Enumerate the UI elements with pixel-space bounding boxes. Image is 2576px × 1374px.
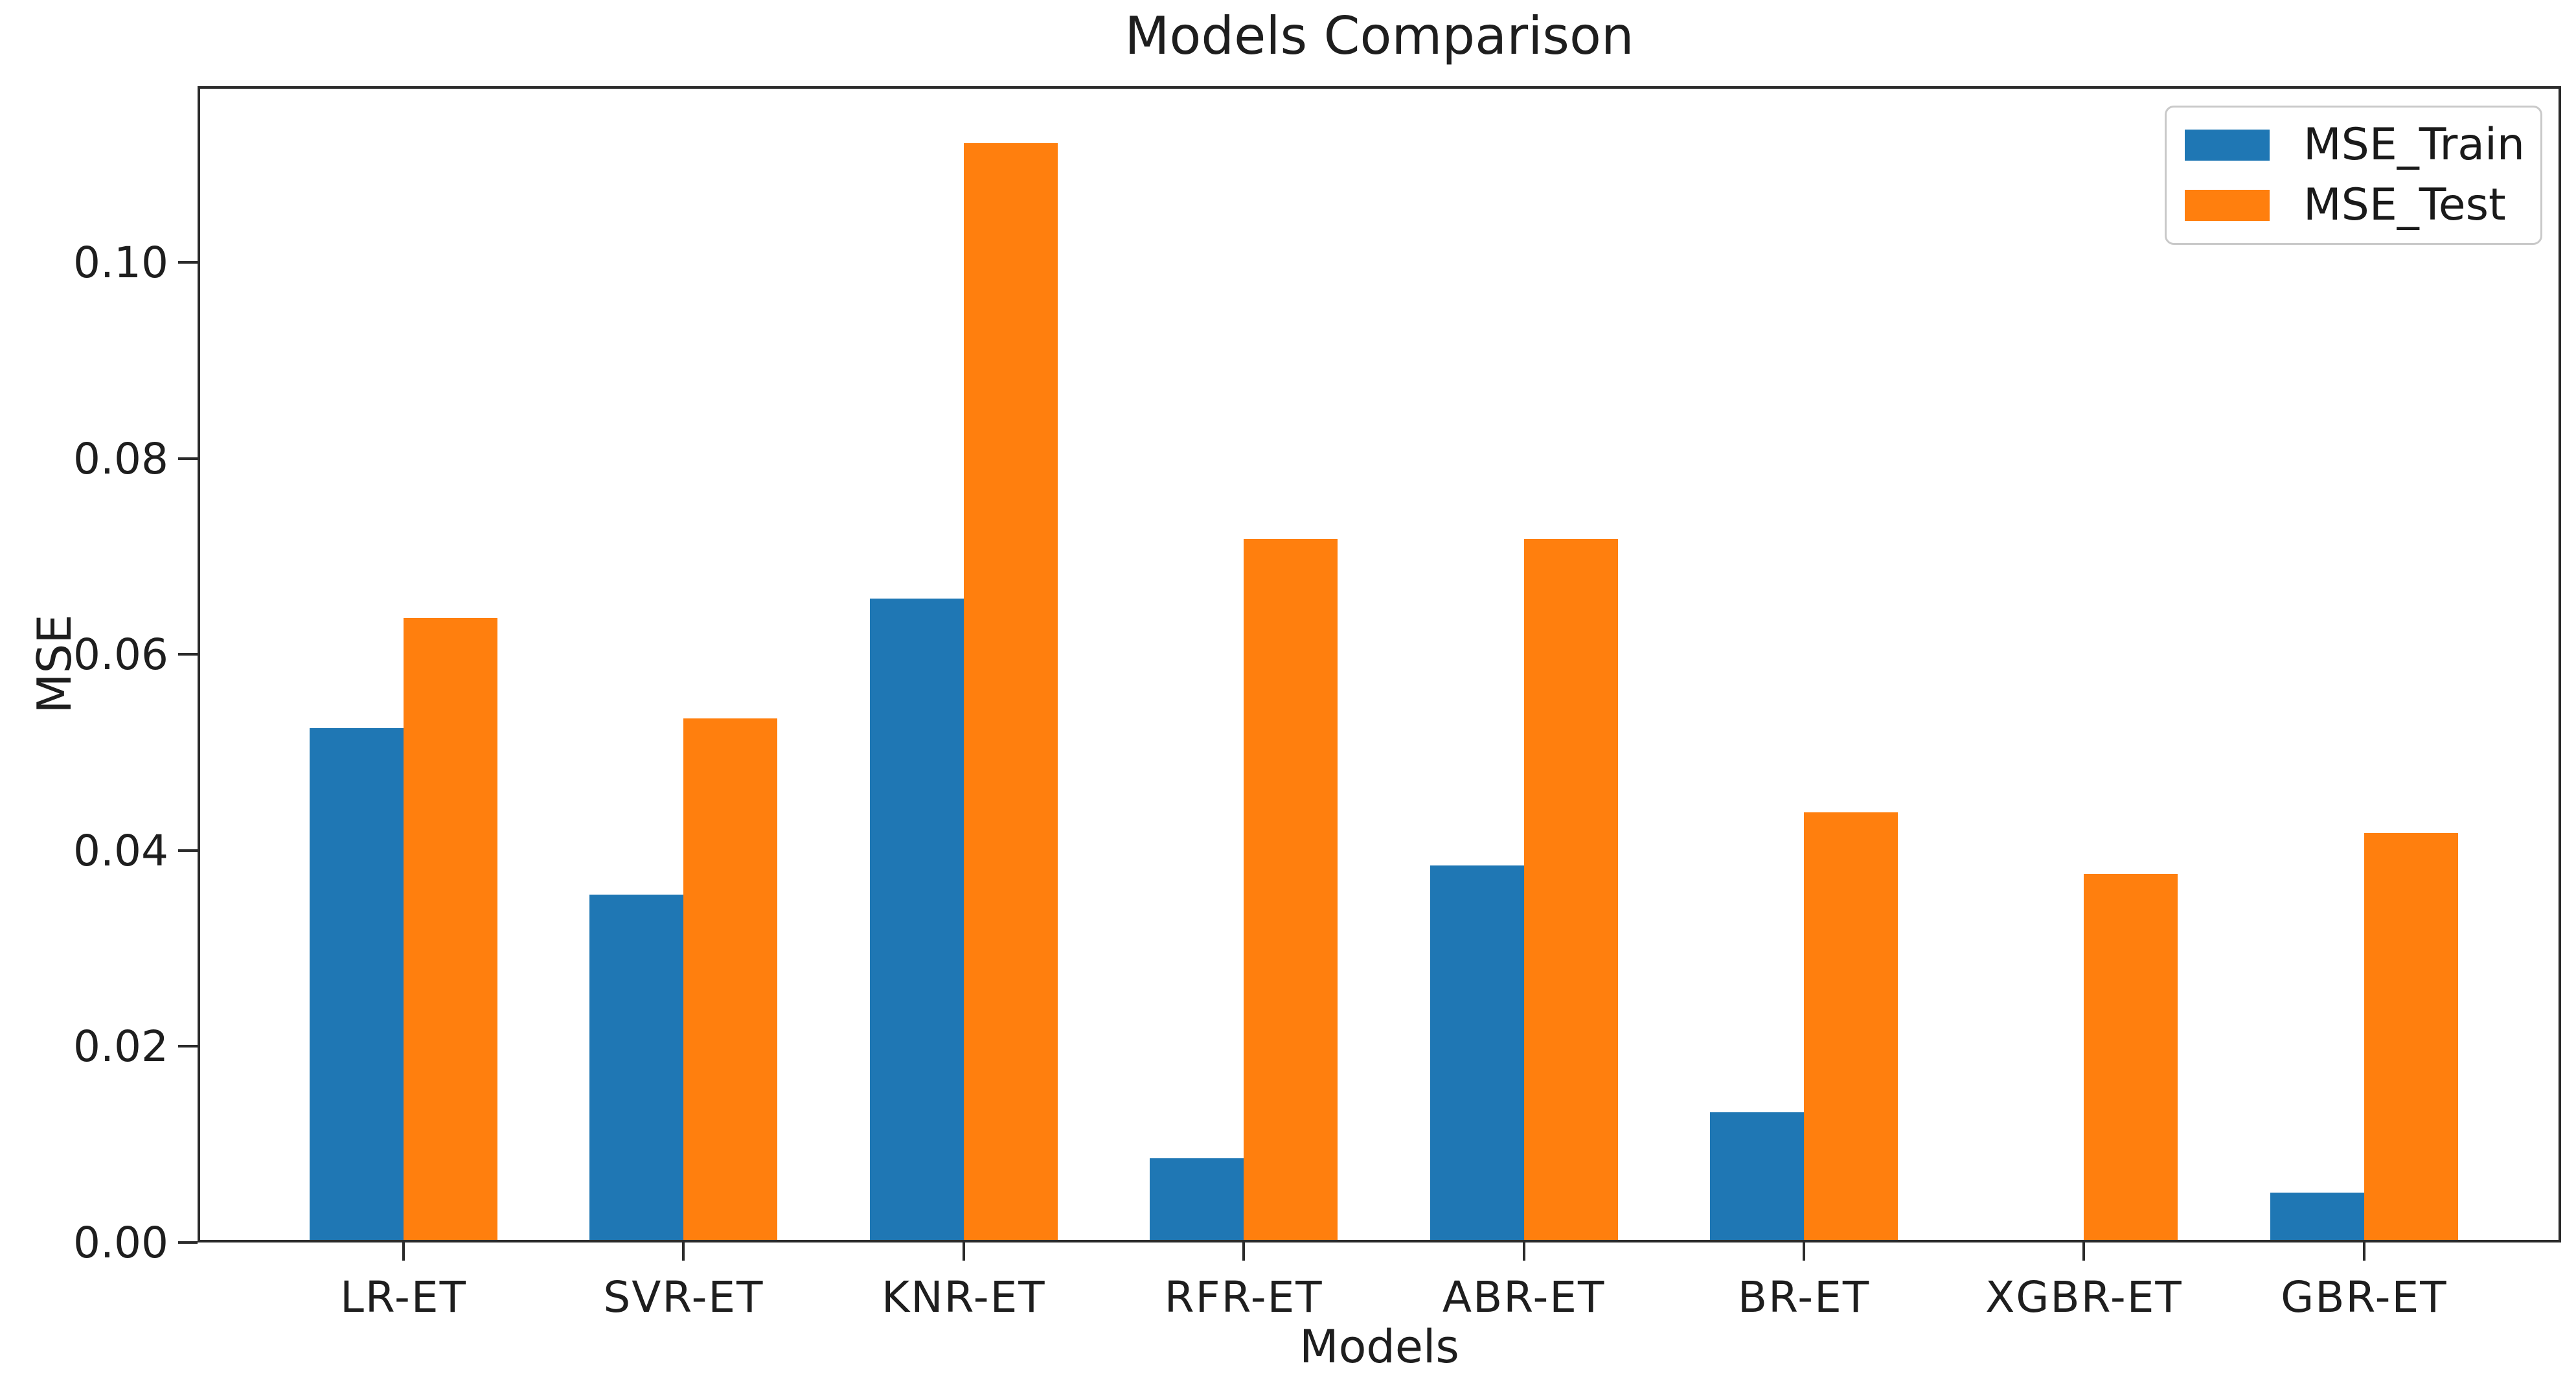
bar-mse_train-lr-et [310,728,404,1242]
bar-mse_test-knr-et [963,143,1058,1242]
bar-mse_train-gbr-et [2270,1193,2364,1242]
x-axis-label: Models [1299,1320,1459,1373]
x-tick-mark [402,1242,405,1261]
bar-mse_train-abr-et [1430,865,1524,1242]
legend-swatch-mse_train [2185,130,2270,161]
bar-mse_test-lr-et [404,618,497,1242]
bar-mse_train-svr-et [589,895,684,1242]
bar-mse_train-knr-et [869,599,964,1242]
legend-label: MSE_Test [2303,179,2506,231]
y-tick-mark [178,1045,198,1048]
y-tick-mark [178,849,198,852]
y-tick-mark [178,1241,198,1244]
x-tick-mark [2362,1242,2365,1261]
legend-label: MSE_Train [2303,119,2525,171]
x-tick-mark [682,1242,685,1261]
x-tick-label: ABR-ET [1442,1272,1606,1322]
legend: MSE_Train MSE_Test [2165,106,2542,245]
x-tick-label: KNR-ET [881,1272,1046,1322]
chart-title: Models Comparison [1124,6,1634,66]
bar-mse_test-rfr-et [1244,539,1338,1242]
y-tick-label: 0.06 [73,630,168,680]
y-tick-label: 0.04 [73,825,168,876]
y-tick-mark [178,261,198,264]
x-tick-label: BR-ET [1737,1272,1871,1322]
legend-item-mse_train: MSE_Train [2167,123,2540,167]
x-tick-mark [1803,1242,1805,1261]
x-tick-mark [1522,1242,1525,1261]
x-tick-label: XGBR-ET [1985,1272,2183,1322]
x-tick-mark [2082,1242,2086,1261]
x-tick-label: SVR-ET [603,1272,764,1322]
y-tick-mark [178,653,198,656]
bar-mse_test-abr-et [1523,539,1618,1242]
bar-mse_train-rfr-et [1150,1158,1244,1242]
x-tick-label: RFR-ET [1164,1272,1323,1322]
legend-item-mse_test: MSE_Test [2167,183,2540,227]
x-tick-label: GBR-ET [2281,1272,2448,1322]
bar-mse_test-gbr-et [2364,833,2458,1242]
y-tick-label: 0.02 [73,1022,168,1072]
x-tick-mark [962,1242,965,1261]
x-tick-label: LR-ET [340,1272,467,1322]
y-tick-label: 0.10 [73,238,168,288]
legend-swatch-mse_test [2185,189,2270,221]
y-tick-label: 0.08 [73,433,168,484]
x-tick-mark [1242,1242,1246,1261]
bar-mse_test-xgbr-et [2084,874,2178,1242]
bar-mse_train-br-et [1710,1112,1804,1242]
y-tick-label: 0.00 [73,1218,168,1268]
bar-mse_test-br-et [1804,812,1898,1242]
plot-area-frame [198,86,2561,1242]
y-tick-mark [178,457,198,460]
bar-mse_test-svr-et [683,718,778,1242]
